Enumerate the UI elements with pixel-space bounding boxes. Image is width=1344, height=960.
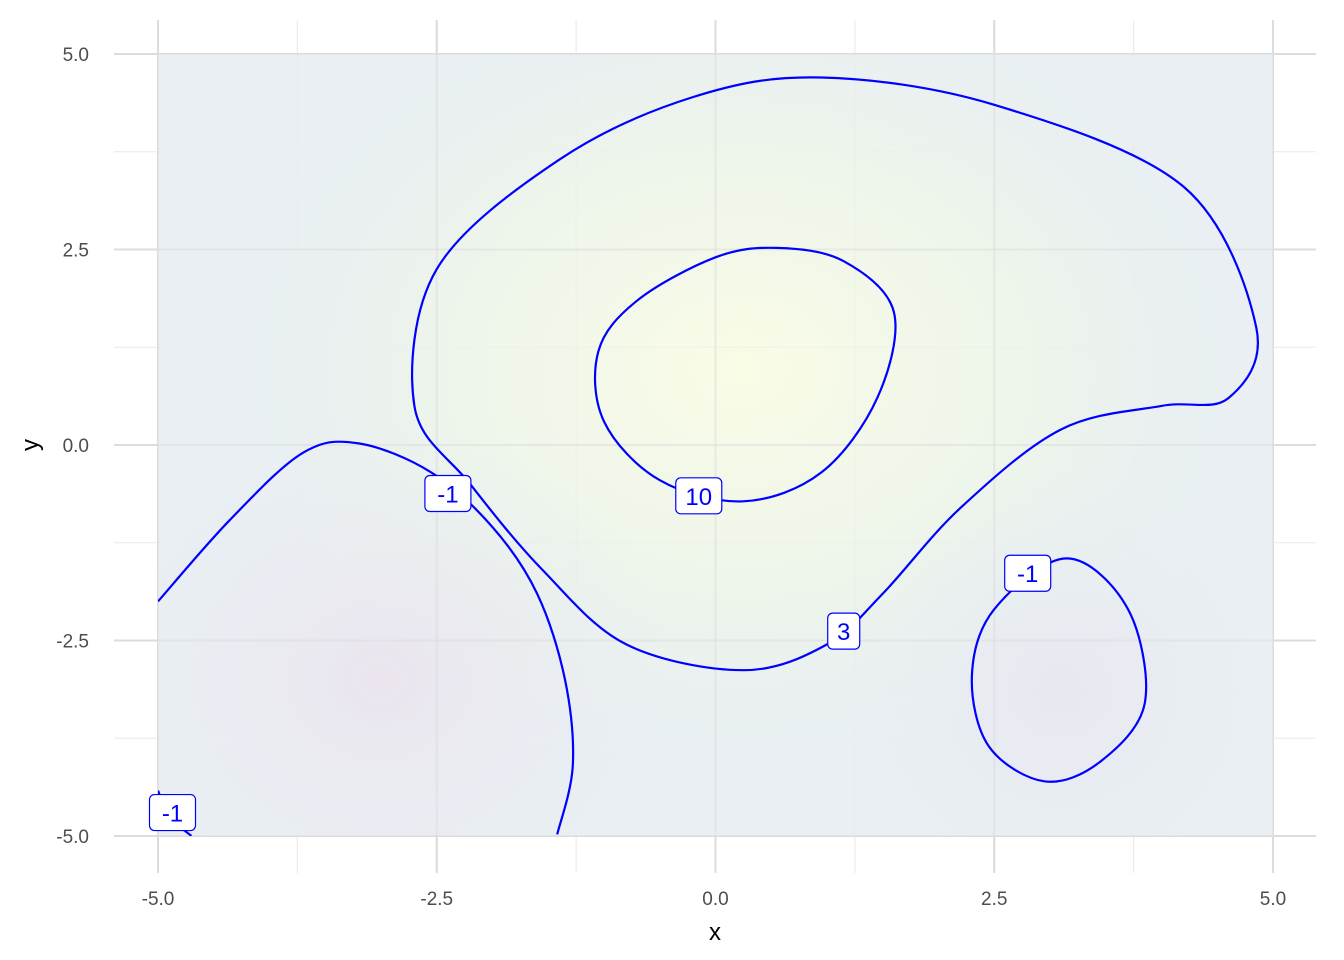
x-axis-ticks: -5.0 -2.5 0.0 2.5 5.0 — [142, 889, 1287, 910]
contour-label-box — [148, 793, 197, 832]
x-axis-title: x — [709, 919, 721, 946]
y-tick-label: 0.0 — [63, 436, 89, 457]
contour-label-text: 10 — [685, 484, 712, 511]
contour-label-box — [675, 477, 723, 515]
x-tick-label: -2.5 — [420, 889, 453, 910]
x-tick-label: 0.0 — [702, 889, 728, 910]
contour-label-text: 3 — [837, 619, 850, 646]
contour-line-level-neg1 — [970, 557, 1148, 783]
grid-over-surface — [114, 20, 1316, 873]
contour-label-box — [424, 474, 472, 513]
contour-label-text: -1 — [1017, 561, 1038, 588]
filled-surface — [158, 54, 1273, 836]
y-tick-label: -5.0 — [56, 827, 89, 848]
contour-label: 10 — [675, 477, 723, 515]
contour-label-text: -1 — [162, 801, 183, 828]
surface-trough-left — [158, 420, 680, 836]
y-tick-label: -2.5 — [56, 632, 89, 653]
contour-label-box — [1004, 554, 1052, 592]
y-tick-label: 2.5 — [63, 241, 89, 262]
y-tick-label: 5.0 — [63, 45, 89, 66]
contour-label: -1 — [424, 474, 472, 513]
x-tick-label: 5.0 — [1260, 889, 1286, 910]
x-tick-label: -5.0 — [142, 889, 175, 910]
contour-label: -1 — [148, 793, 197, 832]
y-axis-title: y — [17, 439, 44, 451]
contour-label: 3 — [827, 612, 861, 650]
contour-line-level-3 — [411, 76, 1259, 672]
contour-label: -1 — [1004, 554, 1052, 592]
x-tick-label: 2.5 — [981, 889, 1007, 910]
surface-trough-right — [840, 470, 1273, 836]
contour-labels: 10 3 -1 -1 -1 — [148, 474, 1052, 832]
y-axis-ticks: 5.0 2.5 0.0 -2.5 -5.0 — [56, 45, 89, 848]
contour-label-text: -1 — [437, 481, 458, 508]
contour-label-box — [827, 612, 861, 650]
